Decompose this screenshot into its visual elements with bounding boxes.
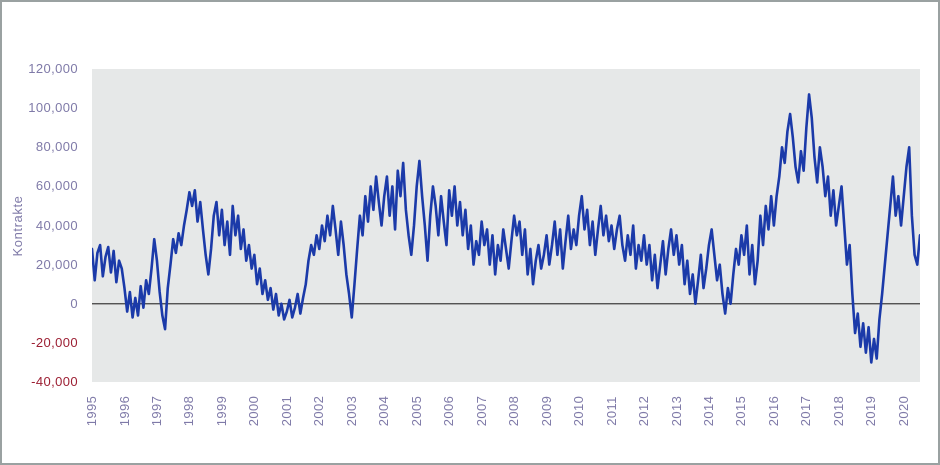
x-tick-label: 1998 — [181, 395, 197, 427]
y-tick-label: 100,000 — [28, 100, 78, 116]
x-tick-label: 2011 — [603, 396, 619, 426]
y-tick-label: 120,000 — [28, 61, 78, 76]
y-tick-label: 80,000 — [35, 139, 78, 155]
x-tick-label: 2001 — [278, 395, 294, 427]
x-tick-label: 2002 — [311, 395, 327, 427]
x-tick-label: 2012 — [636, 395, 651, 427]
x-tick-label: 2016 — [765, 395, 781, 427]
y-tick-label: -20,000 — [31, 334, 78, 350]
x-tick-label: 2009 — [538, 395, 554, 427]
x-tick-label: 2019 — [863, 395, 879, 427]
x-tick-label: 2006 — [441, 395, 457, 427]
series-svg — [92, 93, 920, 364]
y-tick-label: 40,000 — [35, 217, 78, 233]
x-axis-labels: 1995 1996 1997 1998 1999 2000 2001 2002 2003 2004… — [84, 386, 920, 440]
x-tick-label: 1995 — [84, 395, 99, 427]
y-tick-label: -40,000 — [31, 374, 78, 389]
x-tick-label: 2010 — [571, 395, 587, 427]
y-tick-label: 60,000 — [35, 178, 78, 194]
x-tick-label: 2013 — [668, 395, 684, 427]
x-tick-label: 2000 — [246, 395, 262, 427]
series-line — [92, 93, 920, 364]
x-tick-label: 2015 — [733, 395, 749, 427]
x-tick-label: 2008 — [506, 395, 522, 427]
x-tick-label: 1999 — [213, 395, 229, 427]
x-tick-label: 2017 — [798, 395, 814, 427]
plot-area — [92, 69, 920, 382]
x-tick-label: 2005 — [408, 395, 424, 427]
x-tick-label: 1997 — [148, 395, 164, 427]
y-tick-label: 20,000 — [35, 256, 78, 272]
x-tick-label: 1996 — [116, 395, 132, 427]
x-tick-label: 2004 — [376, 395, 392, 427]
x-tick-label: 2018 — [830, 395, 846, 427]
x-tick-label: 2014 — [700, 395, 716, 427]
x-tick-label: 2020 — [895, 395, 911, 427]
x-tick-label: 2007 — [473, 395, 489, 427]
x-tick-label: 2003 — [343, 395, 359, 427]
y-axis-labels: 120,000 100,000 80,000 60,000 40,000 20,000 0 -… — [2, 61, 84, 389]
y-tick-label: 0 — [70, 295, 78, 311]
